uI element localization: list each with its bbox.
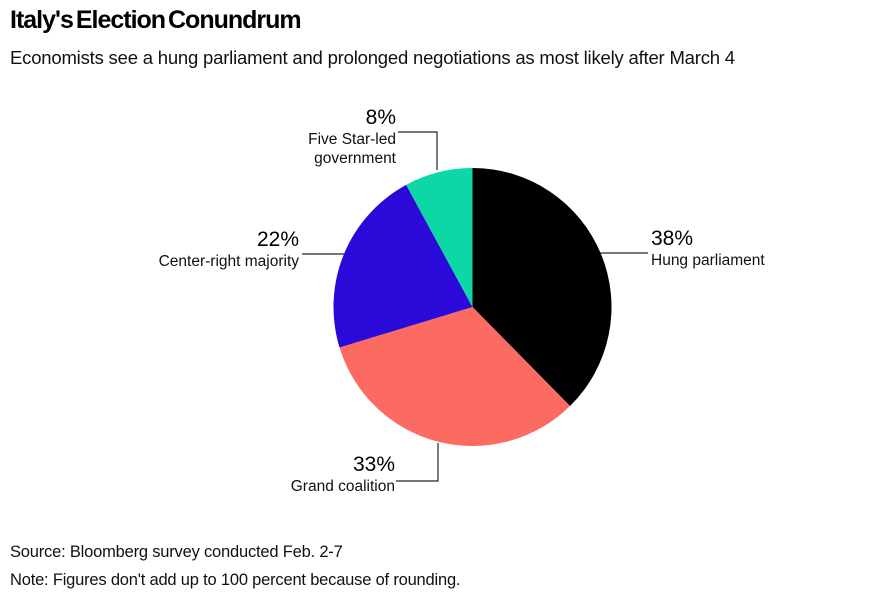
- callout-label-center-right: Center-right majority: [158, 253, 299, 270]
- callout-value-hung: 38%: [651, 227, 694, 250]
- note-text: Note: Figures don't add up to 100 percen…: [10, 571, 461, 589]
- callout-label-grand: Grand coalition: [290, 478, 395, 495]
- callout-value-five-star: 8%: [365, 106, 396, 129]
- source-text: Source: Bloomberg survey conducted Feb. …: [10, 543, 343, 561]
- callout-center-right-majority: 22% Center-right majority: [69, 228, 299, 271]
- callout-value-center-right: 22%: [256, 228, 299, 251]
- pie-slice-five-star-led-government: [406, 168, 473, 307]
- chart-subtitle: Economists see a hung parliament and pro…: [10, 47, 735, 68]
- callout-hung-parliament: 38% Hung parliament: [651, 227, 851, 270]
- pie-slice-grand-coalition: [339, 307, 571, 447]
- callout-value-grand: 33%: [352, 453, 395, 476]
- leader-line-grand-coalition: [396, 443, 439, 482]
- callout-five-star-led-government: 8% Five Star-led government: [276, 106, 396, 168]
- leader-line-five-star-led-government: [398, 131, 438, 170]
- callout-label-five-star: Five Star-led government: [308, 131, 396, 167]
- callout-grand-coalition: 33% Grand coalition: [215, 453, 395, 496]
- pie-slice-center-right-majority: [333, 184, 473, 348]
- pie-slice-hung-parliament: [472, 168, 612, 407]
- callout-label-hung: Hung parliament: [651, 252, 765, 269]
- pie-slices: [333, 168, 612, 447]
- chart-title: Italy's Election Conundrum: [10, 6, 302, 34]
